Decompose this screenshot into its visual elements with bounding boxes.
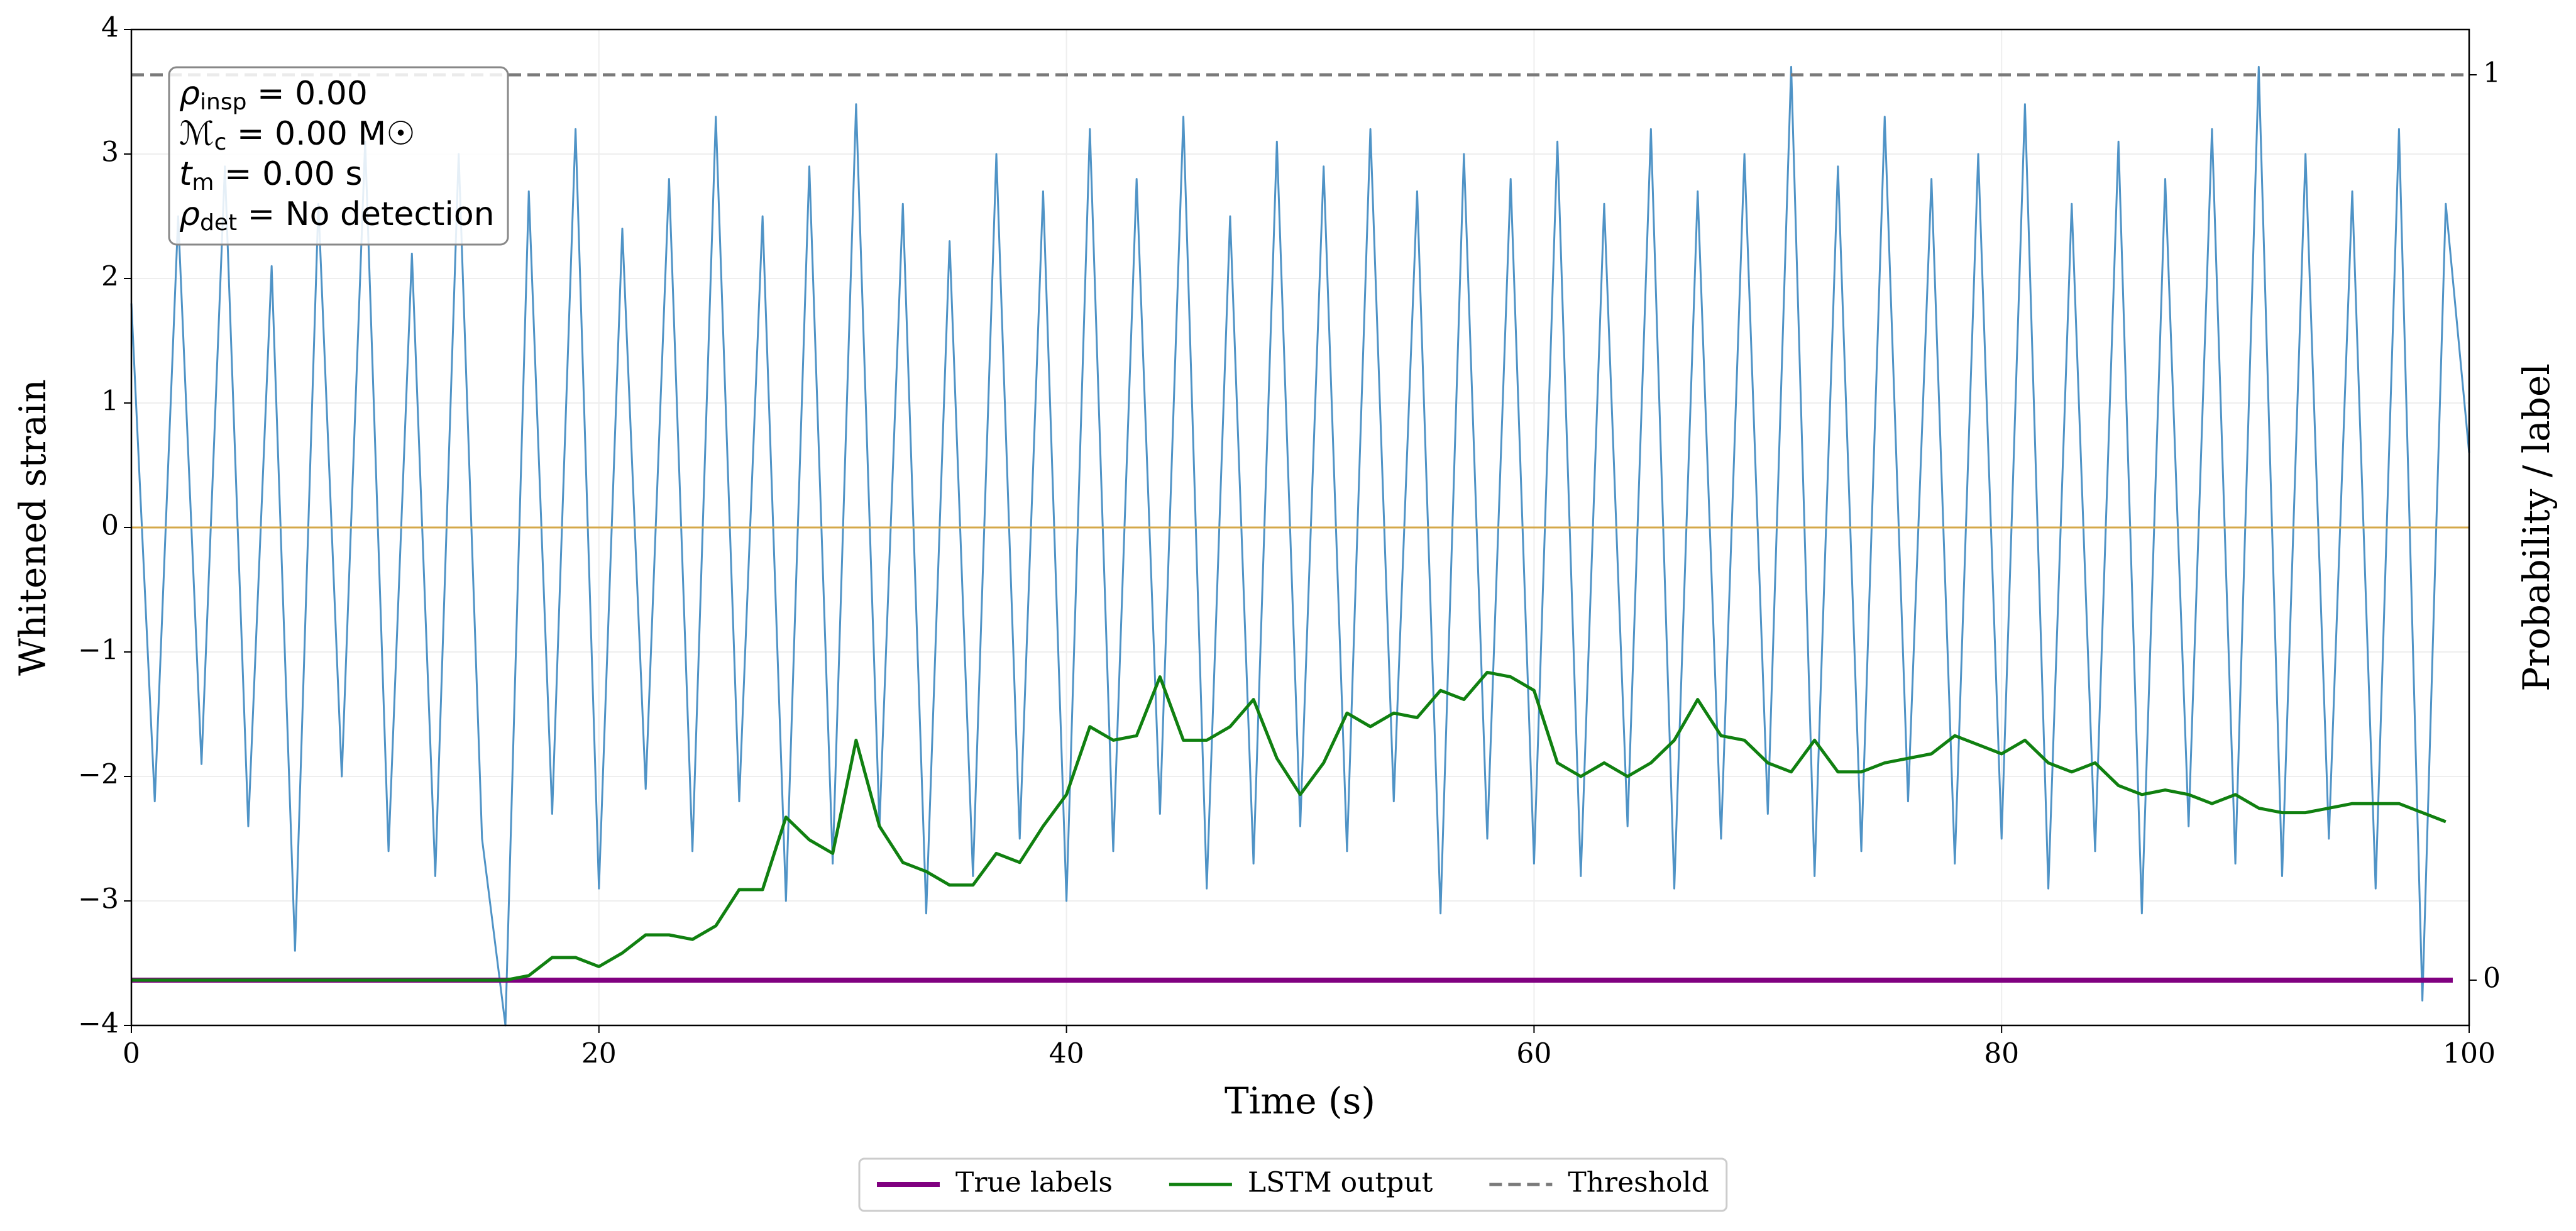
annotation-symbol: ρ (179, 75, 200, 113)
annotation-line: ℳc = 0.00 M☉ (179, 115, 416, 155)
annotation-sub: insp (200, 89, 246, 115)
x-tick-label: 100 (2443, 1038, 2496, 1070)
x-tick-label: 40 (1049, 1038, 1084, 1070)
y-tick-label: −2 (78, 759, 119, 791)
legend: True labels LSTM output Threshold (858, 1157, 1728, 1212)
legend-label: True labels (955, 1167, 1113, 1199)
legend-label: LSTM output (1248, 1167, 1433, 1199)
legend-box (858, 1157, 1728, 1212)
annotation-symbol: ℳ (179, 115, 214, 153)
annotation-text: = 0.00 (246, 75, 367, 113)
y-tick-label: −4 (78, 1008, 119, 1040)
x-tick-label: 20 (581, 1038, 617, 1070)
annotation-box (168, 66, 509, 246)
y-tick-label: 4 (101, 12, 119, 44)
plot-frame (130, 28, 2470, 1027)
y-axis-label: Whitened strain (11, 379, 54, 676)
annotation-text: = 0.00 s (214, 155, 362, 193)
y-tick-label: 0 (101, 510, 119, 542)
annotation-line: ρinsp = 0.00 (179, 75, 368, 115)
x-tick-label: 0 (123, 1038, 140, 1070)
y2-axis-label: Probability / label (2515, 363, 2558, 692)
annotation-sub: det (200, 210, 237, 236)
x-tick-label: 60 (1516, 1038, 1551, 1070)
annotation-text: = 0.00 M☉ (226, 115, 415, 153)
annotation-sub: c (214, 130, 227, 155)
y-tick-label: −1 (78, 634, 119, 666)
x-axis-label: Time (s) (1225, 1079, 1375, 1122)
annotation-sub: m (192, 170, 214, 196)
y2-tick-label: 0 (2483, 963, 2501, 995)
y-tick-label: 2 (101, 261, 119, 293)
series-line (130, 65, 2470, 1027)
annotation-line: tm = 0.00 s (179, 155, 363, 196)
legend-label: Threshold (1568, 1167, 1709, 1199)
annotation-symbol: ρ (179, 196, 200, 233)
y-tick-label: 3 (101, 136, 119, 168)
y2-tick-label: 1 (2483, 57, 2501, 89)
x-tick-label: 80 (1984, 1038, 2019, 1070)
annotation-line: ρdet = No detection (179, 196, 495, 236)
annotation-symbol: t (179, 155, 193, 193)
y-tick-label: −3 (78, 883, 119, 915)
series-line (131, 670, 2447, 982)
y-tick-label: 1 (101, 385, 119, 417)
annotation-text: = No detection (237, 196, 494, 233)
